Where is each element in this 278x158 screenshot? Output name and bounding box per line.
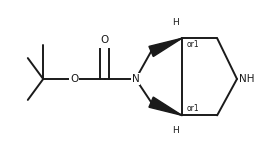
Text: O: O bbox=[70, 74, 78, 84]
Text: NH: NH bbox=[239, 74, 255, 84]
Text: O: O bbox=[101, 35, 109, 46]
Text: N: N bbox=[132, 74, 140, 84]
Polygon shape bbox=[149, 38, 182, 57]
Polygon shape bbox=[149, 97, 182, 115]
Text: or1: or1 bbox=[187, 104, 199, 113]
Text: or1: or1 bbox=[187, 40, 199, 49]
Text: H: H bbox=[172, 18, 179, 27]
Text: H: H bbox=[172, 126, 179, 135]
